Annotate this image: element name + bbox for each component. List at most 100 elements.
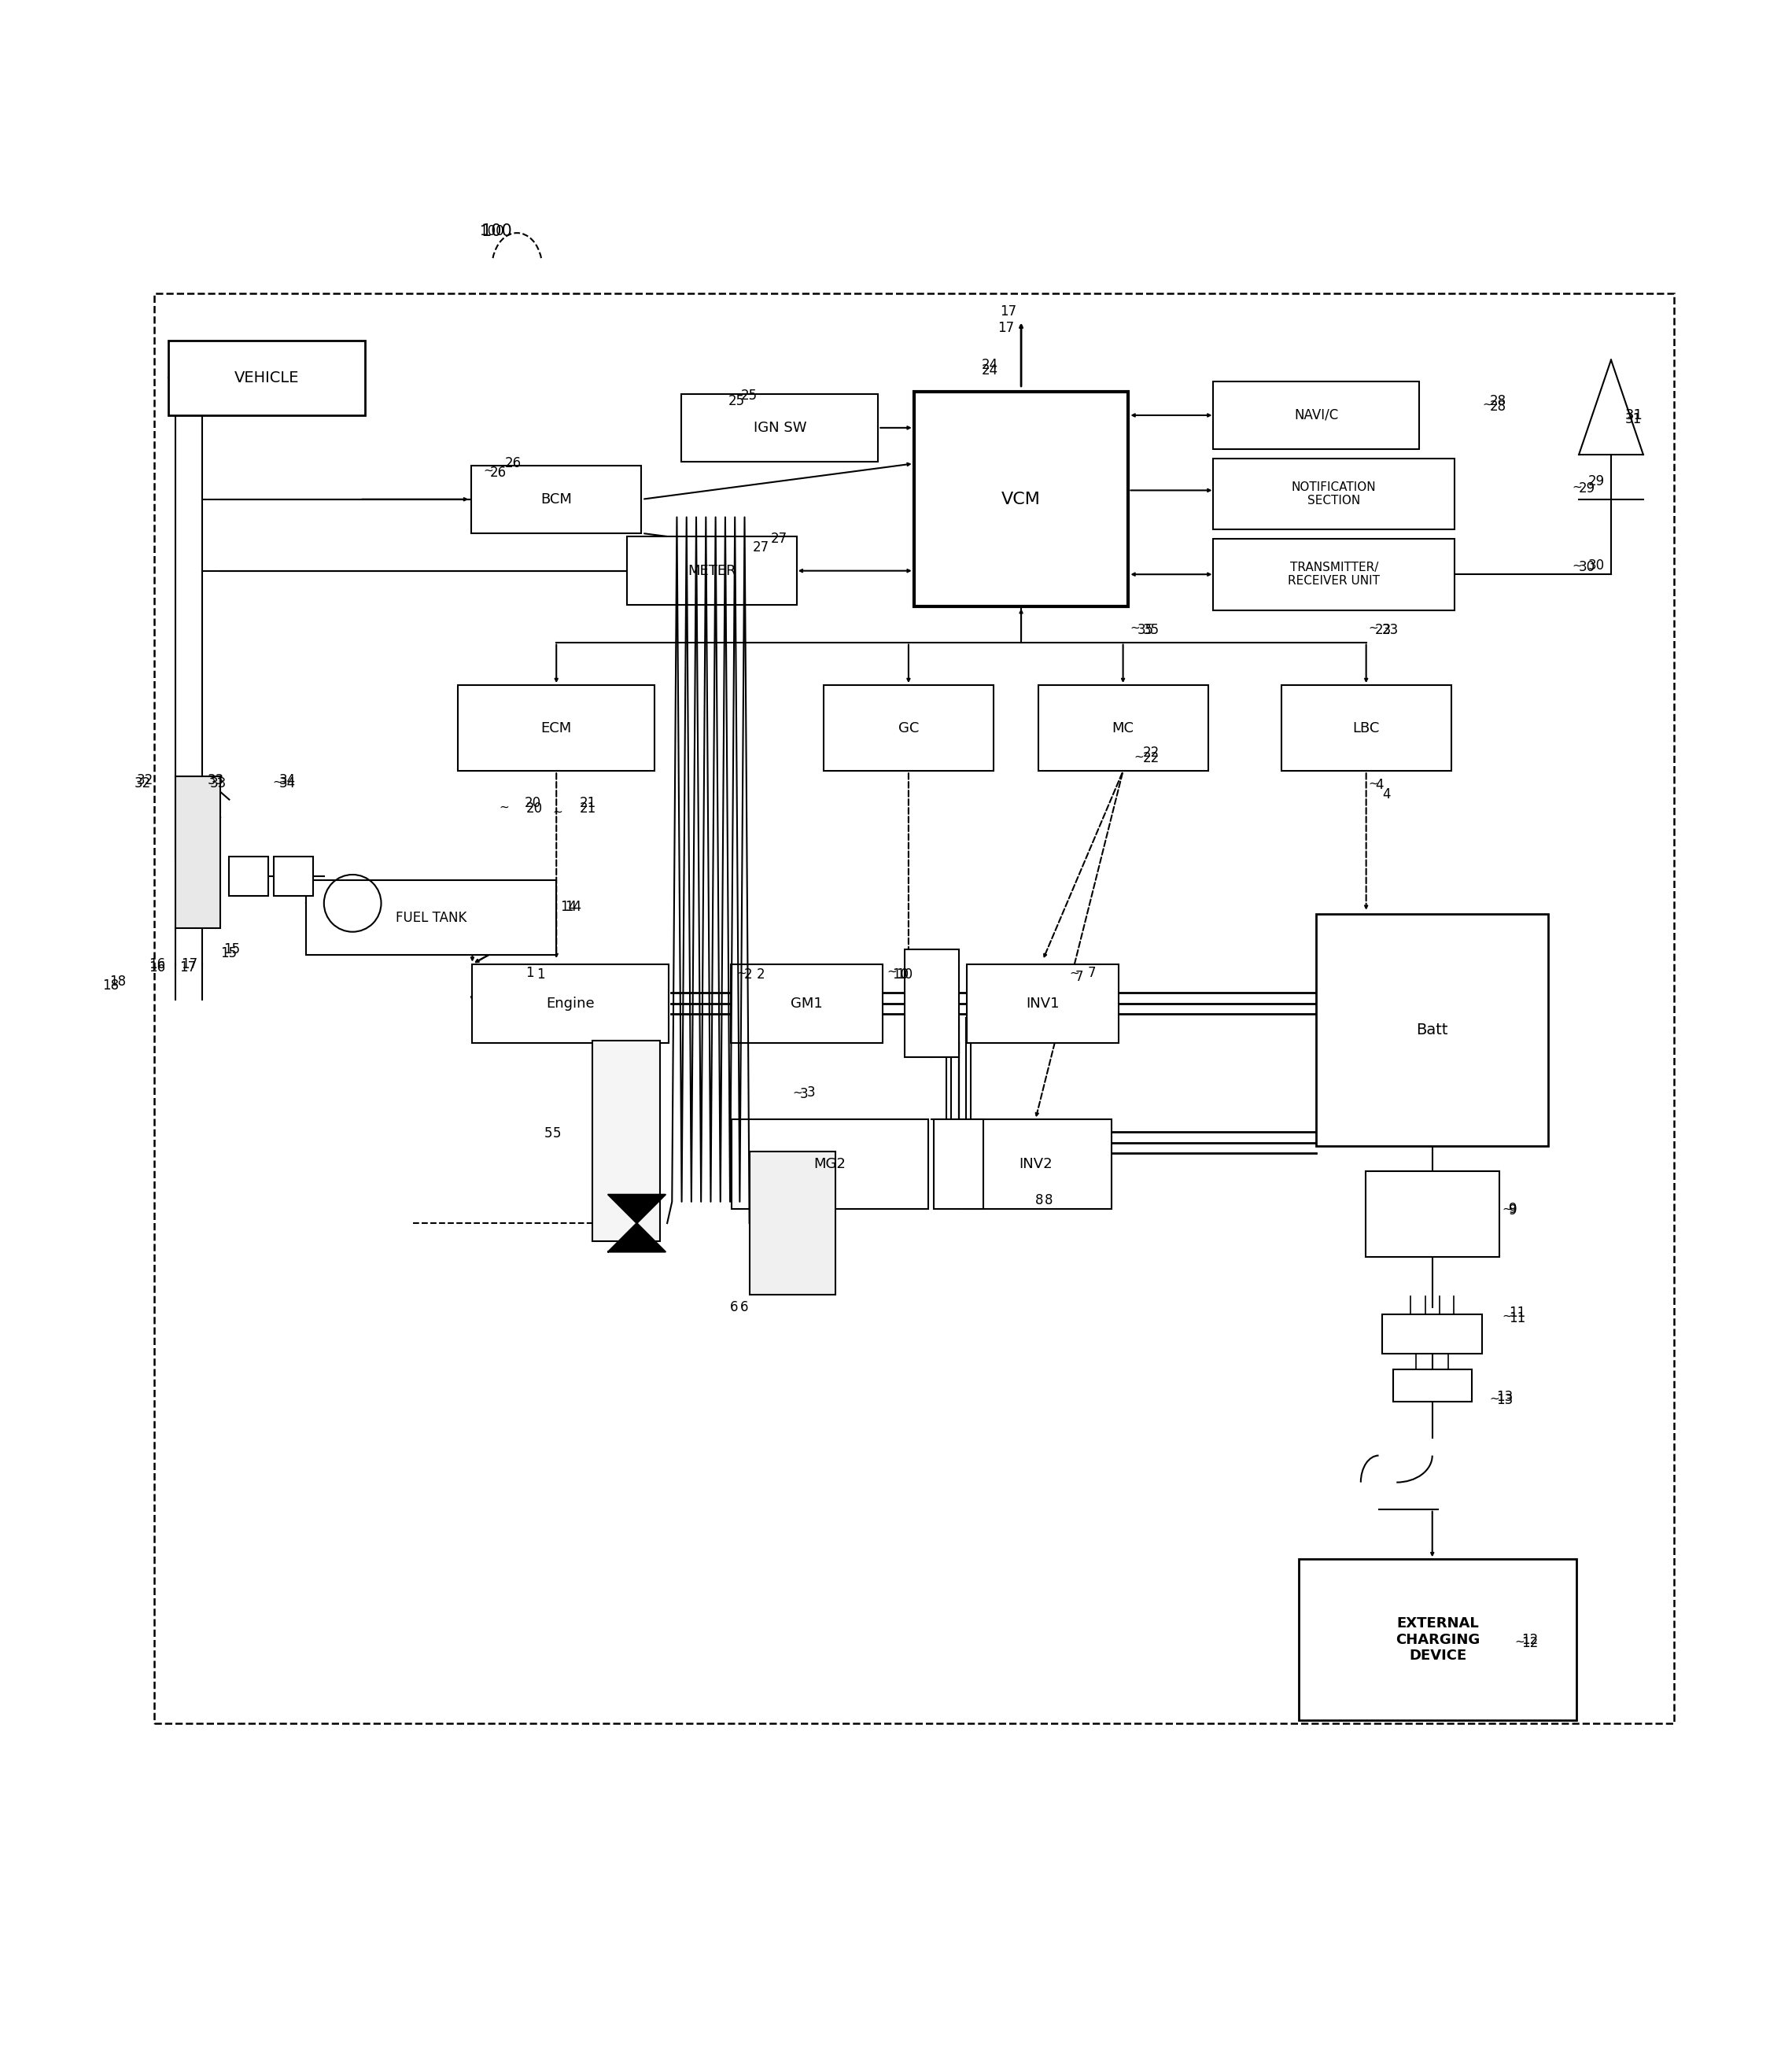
Text: ~: ~ [1514,1636,1525,1646]
Text: 31: 31 [1625,408,1643,422]
Text: ~: ~ [887,965,898,978]
Text: 7: 7 [1075,969,1082,984]
Text: BCM: BCM [541,493,572,505]
Text: 8: 8 [1036,1193,1043,1207]
Text: 16: 16 [149,957,165,971]
Bar [934,1120,984,1209]
Text: 32: 32 [136,772,152,787]
Text: 26: 26 [491,466,507,480]
Text: 1: 1 [536,967,545,982]
Text: 16: 16 [149,961,165,975]
Text: 33: 33 [208,772,224,787]
Bar [473,963,668,1042]
Text: 10: 10 [896,967,912,982]
Bar [1038,686,1208,770]
Bar [459,686,654,770]
Bar [471,466,642,532]
Text: 33: 33 [210,777,226,791]
Text: 30: 30 [1579,559,1595,574]
Bar [914,391,1129,607]
Text: ~: ~ [1502,1203,1512,1216]
Text: 7: 7 [1088,965,1095,980]
Bar [627,536,797,605]
Text: 32: 32 [134,777,151,791]
Text: 20: 20 [525,795,541,810]
Text: MG2: MG2 [814,1158,846,1172]
Text: 25: 25 [728,393,745,408]
Text: 27: 27 [753,541,769,555]
Bar [1213,458,1455,530]
Bar [905,951,959,1056]
Text: 34: 34 [280,772,296,787]
Text: 17: 17 [181,957,197,971]
Text: 29: 29 [1588,474,1604,489]
Polygon shape [607,1224,665,1251]
Bar [274,857,314,897]
Text: 100: 100 [482,224,513,238]
Text: ~: ~ [1367,621,1378,634]
Text: 20: 20 [527,801,543,816]
Bar [306,880,556,955]
Bar [168,340,366,416]
Text: ~: ~ [552,806,563,818]
Text: GM1: GM1 [790,996,823,1011]
Text: 12: 12 [1521,1636,1538,1651]
Text: 29: 29 [1579,480,1595,495]
Text: 3: 3 [806,1085,815,1100]
Text: 10: 10 [892,967,909,982]
Text: ~: ~ [1482,398,1493,410]
Bar [1392,1369,1471,1402]
Text: 5: 5 [552,1127,561,1141]
Text: 12: 12 [1521,1632,1538,1646]
Text: Engine: Engine [547,996,595,1011]
Text: ~: ~ [1572,559,1582,572]
Text: ~: ~ [1134,752,1143,762]
Text: ~: ~ [1489,1392,1500,1404]
Text: 4: 4 [1382,787,1391,801]
Text: 24: 24 [982,364,998,377]
Text: 30: 30 [1588,559,1604,572]
Text: 14: 14 [564,899,582,913]
Text: 31: 31 [1625,412,1641,427]
Text: ~: ~ [272,777,281,787]
Text: 28: 28 [1489,393,1505,408]
Text: 24: 24 [982,358,998,373]
Text: ~: ~ [500,801,509,812]
Bar [681,393,878,462]
Text: VCM: VCM [1002,491,1041,507]
Text: NAVI/C: NAVI/C [1294,408,1339,422]
Text: METER: METER [688,563,737,578]
Polygon shape [607,1195,665,1224]
Bar [731,963,883,1042]
Text: 6: 6 [729,1301,738,1315]
Text: Batt: Batt [1416,1023,1448,1038]
Bar [591,1042,659,1241]
Text: 34: 34 [280,777,296,791]
Text: 11: 11 [1509,1311,1525,1325]
Text: 28: 28 [1489,400,1505,414]
Text: 17: 17 [1000,304,1016,319]
Bar [966,963,1118,1042]
Text: 21: 21 [579,801,597,816]
Bar [749,1151,835,1294]
Text: ~: ~ [484,464,493,476]
Text: 14: 14 [559,899,577,913]
Text: ~: ~ [792,1087,803,1098]
Text: TRANSMITTER/
RECEIVER UNIT: TRANSMITTER/ RECEIVER UNIT [1288,561,1380,586]
Text: 27: 27 [771,532,787,545]
Text: ECM: ECM [541,721,572,735]
Text: ~: ~ [737,967,747,980]
Text: 15: 15 [224,942,240,957]
Bar [1382,1315,1482,1354]
Text: 17: 17 [998,321,1014,336]
Bar [1366,1172,1500,1257]
Text: 4: 4 [1374,779,1383,793]
Text: 15: 15 [220,946,237,961]
Text: INV1: INV1 [1025,996,1059,1011]
Bar [176,777,220,928]
Text: 18: 18 [102,978,118,992]
Bar [1315,913,1548,1147]
Text: 3: 3 [799,1087,808,1102]
Text: 35: 35 [1138,623,1154,638]
Text: 25: 25 [740,389,756,402]
